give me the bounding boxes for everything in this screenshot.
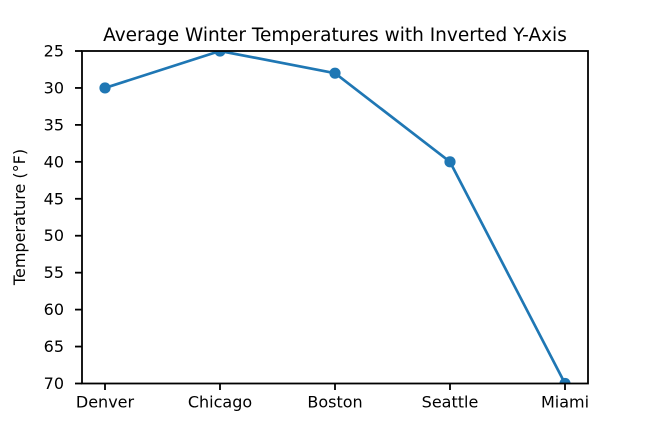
y-tick-label: 35 <box>44 115 64 134</box>
data-point-marker <box>329 67 341 79</box>
y-tick-label: 60 <box>44 300 64 319</box>
y-axis-ticks: 25 30 35 40 45 50 55 60 65 70 <box>44 42 82 393</box>
x-tick-label: Seattle <box>422 393 479 412</box>
y-tick-label: 55 <box>44 263 64 282</box>
y-axis-label: Temperature (°F) <box>10 149 29 286</box>
data-point-marker <box>214 51 226 57</box>
data-point-marker <box>559 377 571 384</box>
y-tick-label: 40 <box>44 152 64 171</box>
data-point-marker <box>99 82 111 94</box>
y-tick-label: 65 <box>44 337 64 356</box>
x-tick-label: Boston <box>307 393 362 412</box>
y-tick-label: 25 <box>44 42 64 61</box>
x-axis-ticks: Denver Chicago Boston Seattle Miami <box>76 383 589 412</box>
x-tick-label: Miami <box>541 393 589 412</box>
y-tick-label: 70 <box>44 374 64 393</box>
plot-border <box>81 50 589 385</box>
series-line <box>103 51 567 384</box>
data-series <box>99 51 571 384</box>
y-tick-label: 50 <box>44 226 64 245</box>
x-tick-label: Chicago <box>188 393 252 412</box>
y-tick-label: 30 <box>44 78 64 97</box>
y-tick-label: 45 <box>44 189 64 208</box>
x-tick-label: Denver <box>76 393 135 412</box>
data-point-marker <box>444 156 456 168</box>
chart-title: Average Winter Temperatures with Inverte… <box>103 25 567 46</box>
